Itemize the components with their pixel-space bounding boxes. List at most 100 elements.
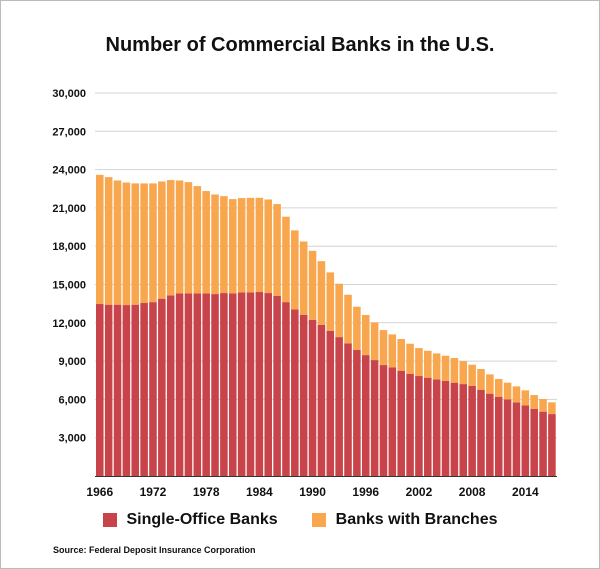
bar-branches <box>450 358 459 383</box>
bar-single-office <box>166 295 175 476</box>
bar-single-office <box>548 414 556 476</box>
bar-branches <box>158 181 166 299</box>
bar-single-office <box>122 305 131 476</box>
y-tick-label: 30,000 <box>52 88 86 100</box>
bar-single-office <box>149 302 157 476</box>
bar-single-office <box>503 399 512 476</box>
x-tick-label: 1990 <box>299 485 326 499</box>
bar-single-office <box>468 385 476 476</box>
bar-branches <box>503 382 512 400</box>
x-tick-label: 1984 <box>246 485 273 499</box>
bar-single-office <box>193 293 202 476</box>
y-tick-label: 21,000 <box>52 203 86 215</box>
chart-title: Number of Commercial Banks in the U.S. <box>105 34 495 56</box>
bar-branches <box>96 174 104 305</box>
bar-single-office <box>424 377 432 476</box>
bar-branches <box>415 348 423 377</box>
bar-single-office <box>397 370 405 476</box>
bar-single-office <box>140 303 148 476</box>
bar-branches <box>273 204 281 296</box>
bar-branches <box>113 180 122 305</box>
bar-branches <box>512 386 521 403</box>
bar-branches <box>149 183 157 303</box>
bar-single-office <box>521 405 530 476</box>
bar-single-office <box>308 319 317 476</box>
bar-branches <box>441 355 450 382</box>
legend-item-single-office: Single-Office Banks <box>102 511 278 529</box>
bar-single-office <box>326 330 335 476</box>
bar-single-office <box>406 373 414 476</box>
x-tick-label: 1996 <box>352 485 379 499</box>
bar-branches <box>521 390 530 406</box>
y-tick-label: 24,000 <box>52 165 86 177</box>
bar-branches <box>237 198 246 293</box>
bar-single-office <box>415 376 423 476</box>
bar-single-office <box>344 343 352 476</box>
bar-single-office <box>335 337 343 476</box>
bar-single-office <box>459 384 468 476</box>
bar-single-office <box>291 309 299 476</box>
bar-single-office <box>175 293 184 476</box>
bar-branches <box>486 374 494 394</box>
bar-branches <box>379 330 388 366</box>
bar-branches <box>193 186 202 294</box>
x-tick-label: 2002 <box>406 485 433 499</box>
x-tick-label: 1978 <box>193 485 220 499</box>
bar-branches <box>468 364 476 386</box>
bar-branches <box>424 350 432 378</box>
y-tick-label: 3,000 <box>58 433 86 445</box>
bar-single-office <box>477 389 485 476</box>
bar-single-office <box>202 293 210 476</box>
bar-branches <box>228 199 237 294</box>
bar-single-office <box>211 294 219 476</box>
bar-branches <box>326 272 335 331</box>
bar-branches <box>406 343 414 374</box>
bar-branches <box>140 183 148 304</box>
bar-single-office <box>530 408 538 476</box>
bar-branches <box>548 402 556 415</box>
x-tick-label: 1972 <box>140 485 167 499</box>
bar-single-office <box>494 396 503 476</box>
bar-single-office <box>220 293 228 476</box>
bar-single-office <box>361 355 370 476</box>
bar-single-office <box>255 292 264 476</box>
bar-branches <box>211 194 219 295</box>
bar-branches <box>246 197 255 293</box>
bar-single-office <box>113 304 122 476</box>
bar-single-office <box>353 349 361 476</box>
legend-label-branches: Banks with Branches <box>335 511 498 528</box>
bar-single-office <box>104 304 113 476</box>
bar-branches <box>459 361 468 385</box>
bar-single-office <box>282 302 290 476</box>
bar-branches <box>317 261 326 325</box>
bar-single-office <box>317 324 326 476</box>
bar-branches <box>220 196 228 294</box>
bar-branches <box>397 339 405 371</box>
source-note: Source: Federal Deposit Insurance Corpor… <box>53 545 256 555</box>
bar-branches <box>432 353 441 380</box>
legend-item-branches: Banks with Branches <box>311 511 498 529</box>
y-tick-label: 9,000 <box>58 356 86 368</box>
bar-single-office <box>432 379 441 476</box>
bar-single-office <box>184 293 193 476</box>
bar-single-office <box>237 292 246 476</box>
bar-single-office <box>246 292 255 476</box>
bar-branches <box>255 197 264 293</box>
bar-branches <box>264 199 273 294</box>
bar-branches <box>131 183 140 305</box>
bar-branches <box>539 399 547 412</box>
bar-single-office <box>264 293 273 476</box>
bar-branches <box>388 334 397 368</box>
y-tick-label: 15,000 <box>52 280 86 292</box>
y-tick-label: 27,000 <box>52 126 86 138</box>
bar-single-office <box>158 298 166 476</box>
bar-single-office <box>539 411 547 476</box>
legend: Single-Office Banks Banks with Branches <box>0 511 600 529</box>
bar-branches <box>166 180 175 296</box>
x-tick-label: 1966 <box>86 485 113 499</box>
bar-branches <box>344 294 352 344</box>
bar-branches <box>370 322 379 361</box>
bar-single-office <box>512 402 521 476</box>
bar-branches <box>291 230 299 310</box>
bar-single-office <box>96 304 104 476</box>
